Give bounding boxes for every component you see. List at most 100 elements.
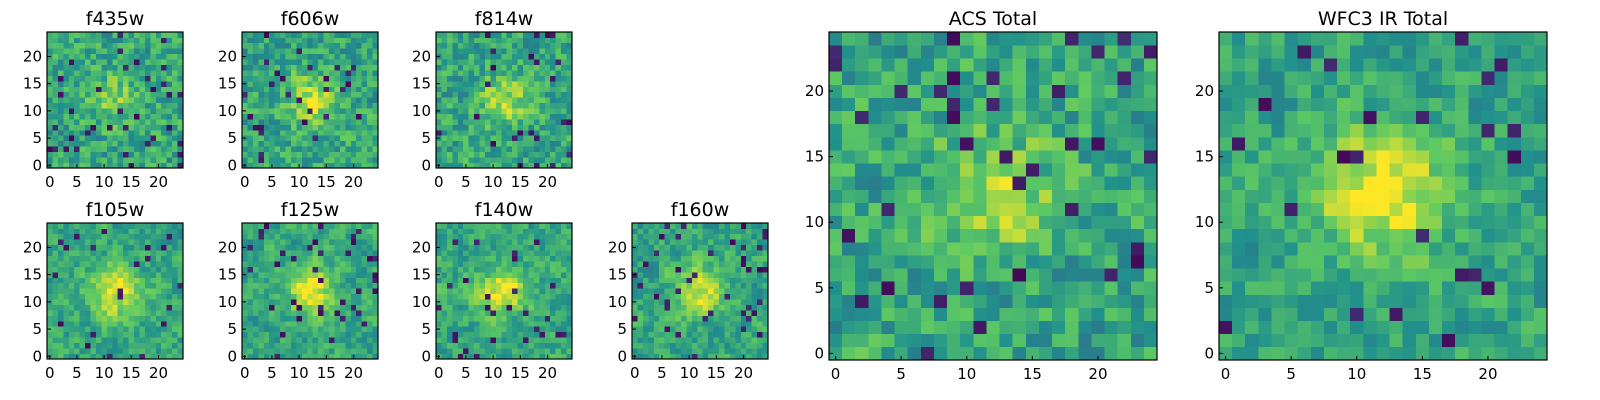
heatmap-cell xyxy=(263,162,270,169)
heatmap-cell xyxy=(539,299,546,305)
heatmap-cell xyxy=(446,228,453,235)
heatmap-cell xyxy=(436,124,442,131)
heatmap-cell xyxy=(528,353,535,360)
heatmap-cell xyxy=(350,337,357,344)
heatmap-cell xyxy=(653,282,660,289)
heatmap-cell xyxy=(1117,228,1132,243)
heatmap-cell xyxy=(345,129,352,136)
heatmap-cell xyxy=(139,140,146,147)
heatmap-cell xyxy=(263,119,270,125)
heatmap-cell xyxy=(52,250,59,256)
heatmap-cell xyxy=(367,140,373,147)
heatmap-cell xyxy=(495,250,502,256)
heatmap-cell xyxy=(106,70,113,76)
heatmap-cell xyxy=(106,32,113,38)
heatmap-cell xyxy=(307,135,314,142)
heatmap-cell xyxy=(57,124,64,131)
heatmap-cell xyxy=(150,157,157,163)
heatmap-cell xyxy=(555,310,562,316)
heatmap-cell xyxy=(894,333,909,348)
heatmap-cell xyxy=(533,288,540,295)
heatmap-cell xyxy=(517,277,524,284)
heatmap-cell xyxy=(468,261,475,267)
heatmap-cell xyxy=(258,331,265,338)
heatmap-cell xyxy=(372,129,379,136)
heatmap-cell xyxy=(539,261,546,267)
heatmap-cell xyxy=(57,299,64,305)
heatmap-cell xyxy=(339,119,346,125)
y-tick-label: 5 xyxy=(227,320,237,338)
heatmap-cell xyxy=(637,255,644,262)
heatmap-cell xyxy=(484,129,491,136)
heatmap-cell xyxy=(691,342,698,349)
heatmap-cell xyxy=(329,315,335,322)
heatmap-cell xyxy=(960,320,974,335)
heatmap-cell xyxy=(112,250,119,256)
heatmap-cell xyxy=(436,157,442,163)
heatmap-cell xyxy=(539,135,546,142)
heatmap-cell xyxy=(79,239,86,246)
heatmap-cell xyxy=(550,157,557,163)
heatmap-cell xyxy=(301,146,308,153)
heatmap-cell xyxy=(561,233,567,240)
heatmap-cell xyxy=(106,80,113,87)
heatmap-cell xyxy=(441,348,448,354)
heatmap-cell xyxy=(274,70,281,76)
heatmap-cell xyxy=(544,91,551,98)
heatmap-cell xyxy=(881,333,895,348)
heatmap-cell xyxy=(1078,268,1092,282)
heatmap-cell xyxy=(177,288,184,295)
heatmap-cell xyxy=(144,353,151,360)
heatmap-cell xyxy=(123,48,129,55)
heatmap-cell xyxy=(675,277,682,284)
heatmap-cell xyxy=(490,102,497,109)
heatmap-cell xyxy=(484,348,491,354)
heatmap-cell xyxy=(345,320,352,327)
heatmap-cell xyxy=(57,250,64,256)
heatmap-cell xyxy=(1078,294,1092,308)
heatmap-cell xyxy=(252,151,259,158)
heatmap-cell xyxy=(446,277,453,284)
heatmap-cell xyxy=(436,151,442,158)
heatmap-cell xyxy=(139,37,146,44)
heatmap-cell xyxy=(296,239,303,246)
heatmap-cell xyxy=(307,239,314,246)
heatmap-cell xyxy=(762,228,769,235)
heatmap-cell xyxy=(960,281,974,295)
heatmap-cell xyxy=(172,59,178,65)
heatmap-cell xyxy=(144,239,151,246)
heatmap-cell xyxy=(372,331,379,338)
heatmap-cell xyxy=(501,108,508,114)
heatmap-cell xyxy=(63,86,70,93)
heatmap-cell xyxy=(506,59,513,65)
heatmap-cell xyxy=(117,124,124,131)
heatmap-cell xyxy=(57,135,64,142)
heatmap-cell xyxy=(361,282,368,289)
heatmap-cell xyxy=(495,162,502,169)
heatmap-cell xyxy=(356,146,363,153)
heatmap-cell xyxy=(691,255,698,262)
heatmap-cell xyxy=(713,326,720,333)
heatmap-cell xyxy=(523,299,529,305)
heatmap-cell xyxy=(134,48,140,55)
heatmap-cell xyxy=(307,146,314,153)
heatmap-cell xyxy=(452,250,459,256)
heatmap-cell xyxy=(550,32,557,38)
heatmap-cell xyxy=(57,255,64,262)
heatmap-cell xyxy=(484,315,491,322)
heatmap-cell xyxy=(561,304,567,311)
heatmap-cell xyxy=(829,294,843,308)
heatmap-cell xyxy=(252,119,259,125)
heatmap-cell xyxy=(468,42,475,49)
heatmap-cell xyxy=(247,80,254,87)
heatmap-cell xyxy=(501,97,508,104)
heatmap-cell xyxy=(468,271,475,278)
heatmap-cell xyxy=(729,320,736,327)
heatmap-cell xyxy=(106,282,113,289)
heatmap-cell xyxy=(740,261,747,267)
heatmap-cell xyxy=(670,288,676,295)
heatmap-cell xyxy=(329,146,335,153)
heatmap-cell xyxy=(947,241,961,256)
heatmap-cell xyxy=(868,228,882,243)
